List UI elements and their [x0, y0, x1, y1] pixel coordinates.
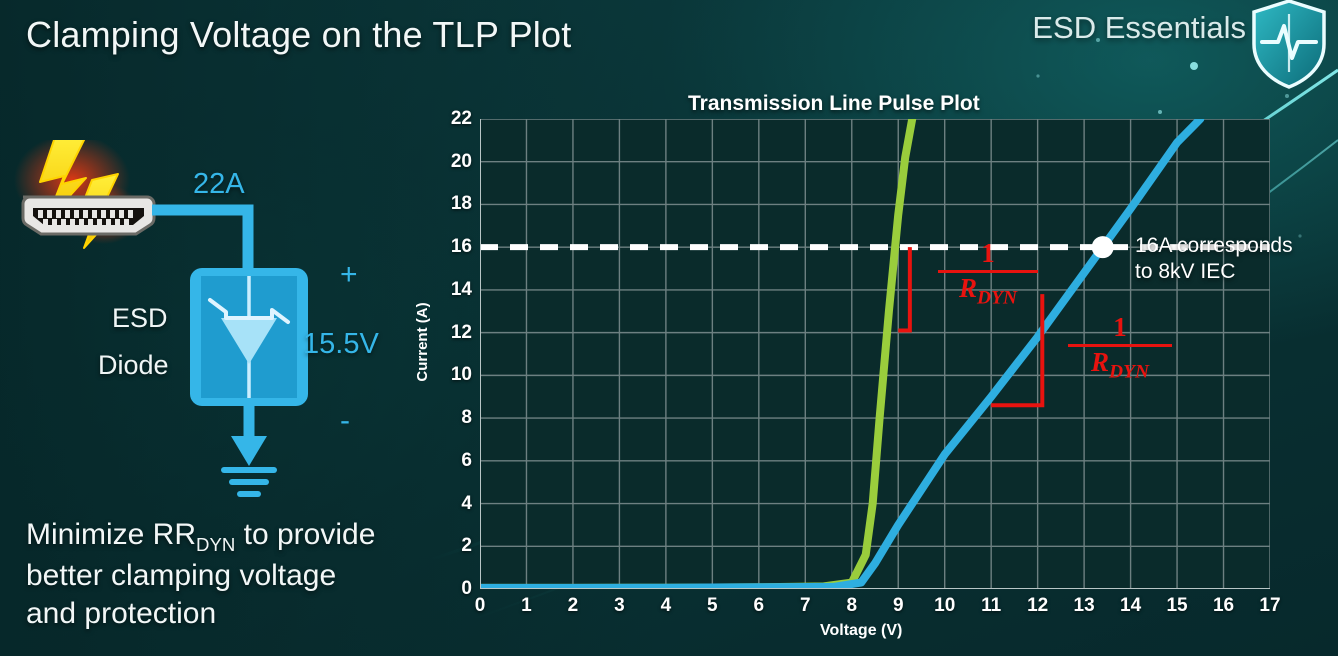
x-tick-label: 5: [707, 595, 718, 616]
slope-denominator: RDYN: [959, 273, 1017, 309]
x-tick-label: 6: [753, 595, 765, 616]
slope-marker-green-label: 1 RDYN: [938, 240, 1038, 309]
y-tick-label: 12: [450, 321, 472, 343]
esd-protection-circuit-diagram: [14, 140, 308, 497]
x-tick-label: 14: [1120, 595, 1142, 616]
y-tick-label: 8: [461, 407, 472, 429]
x-tick-label: 13: [1073, 595, 1095, 616]
tlp-chart: Transmission Line Pulse Plot Current (A)…: [414, 92, 1338, 652]
x-tick-label: 3: [614, 595, 625, 616]
x-tick-label: 7: [799, 595, 811, 616]
clamping-voltage-label: 15.5V: [303, 328, 379, 360]
chart-title: Transmission Line Pulse Plot: [688, 92, 980, 115]
x-tick-label: 16: [1212, 595, 1235, 616]
y-tick-label: 14: [450, 278, 472, 300]
x-tick-label: 11: [981, 595, 1002, 616]
x-tick-label: 9: [892, 595, 904, 616]
tvs-diode-icon: [190, 268, 308, 406]
annotation-16a-line1: 16A corresponds: [1135, 234, 1293, 257]
data-point-marker: [1091, 236, 1114, 259]
x-tick-label: 10: [934, 595, 956, 616]
x-tick-label: 0: [474, 595, 486, 616]
annotation-16a: 16A corresponds to 8kV IEC: [1135, 233, 1338, 284]
y-tick-label: 16: [450, 236, 472, 258]
y-tick-label: 2: [461, 535, 472, 557]
caption-text-a: Minimize R: [26, 518, 175, 551]
caption-line-3: and protection: [26, 597, 217, 631]
plot-area: [480, 119, 1270, 589]
y-tick-label: 0: [461, 578, 472, 599]
y-tick-label: 10: [450, 364, 472, 386]
x-tick-label: 4: [660, 595, 672, 616]
y-axis-title: Current (A): [414, 302, 431, 382]
polarity-plus-label: +: [340, 258, 358, 291]
y-tick-label: 20: [450, 150, 472, 172]
y-tick-label: 22: [450, 108, 472, 129]
x-axis-title: Voltage (V): [820, 622, 903, 639]
slope-numerator: 1: [981, 238, 995, 268]
x-tick-label: 12: [1027, 595, 1049, 616]
y-tick-label: 4: [461, 492, 472, 514]
polarity-minus-label: -: [340, 404, 350, 437]
x-tick-label: 17: [1259, 595, 1281, 616]
hdmi-connector-icon: [21, 195, 156, 236]
surge-current-label: 22A: [193, 168, 245, 200]
x-tick-label: 8: [846, 595, 858, 616]
slope-denominator: RDYN: [1091, 347, 1149, 383]
series-line: [480, 119, 1205, 589]
esd-diode-label-line2: Diode: [98, 350, 169, 380]
caption-subscript: DYN: [196, 534, 236, 555]
annotation-16a-line2: to 8kV IEC: [1135, 259, 1236, 283]
page-title: Clamping Voltage on the TLP Plot: [26, 14, 572, 55]
brand-title: ESD Essentials: [1032, 10, 1246, 45]
shield-pulse-icon: [1252, 0, 1326, 89]
y-tick-label: 18: [450, 193, 472, 215]
caption-line-2: better clamping voltage: [26, 558, 337, 592]
slope-marker: [898, 247, 912, 333]
slope-marker-blue-label: 1 RDYN: [1068, 314, 1172, 383]
current-arrow-icon: [231, 436, 267, 466]
x-tick-label: 15: [1166, 595, 1188, 616]
slope-numerator: 1: [1113, 312, 1127, 342]
ground-icon: [221, 467, 277, 497]
esd-diode-label-line1: ESD: [112, 303, 168, 333]
slope-marker: [991, 294, 1045, 408]
caption-text-b: to provide: [235, 518, 376, 551]
slide-caption: Minimize RRDYN to provide better clampin…: [26, 518, 376, 631]
fraction-bar: [938, 270, 1038, 273]
x-tick-label: 2: [567, 595, 579, 616]
circuit-wires: [152, 204, 254, 270]
fraction-bar: [1068, 344, 1172, 347]
x-tick-label: 1: [521, 595, 532, 616]
y-tick-label: 6: [461, 449, 472, 471]
